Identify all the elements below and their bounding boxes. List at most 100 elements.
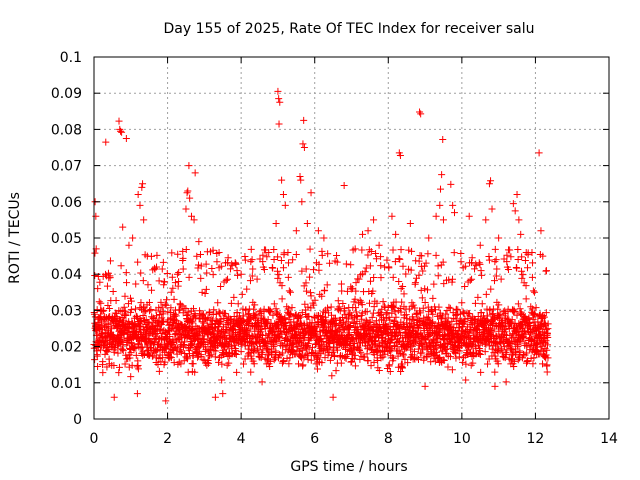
data-point xyxy=(308,343,316,351)
data-point xyxy=(109,287,117,295)
data-point xyxy=(173,270,181,278)
data-point xyxy=(352,279,360,287)
data-point xyxy=(136,323,144,331)
data-point xyxy=(182,304,190,312)
data-point xyxy=(266,306,274,314)
data-point xyxy=(444,363,452,371)
data-point xyxy=(248,256,256,264)
y-axis-label: ROTI / TECUs xyxy=(7,192,23,284)
data-point xyxy=(351,351,359,359)
data-point xyxy=(385,361,393,369)
data-point xyxy=(276,98,284,106)
data-point xyxy=(284,273,292,281)
data-point xyxy=(269,311,277,319)
data-point xyxy=(535,149,543,157)
data-point xyxy=(118,128,126,136)
data-point xyxy=(333,346,341,354)
data-point xyxy=(504,305,512,313)
data-point xyxy=(417,286,425,294)
data-point xyxy=(217,262,225,270)
data-point xyxy=(451,209,458,217)
data-point xyxy=(459,358,467,366)
data-point xyxy=(439,216,447,224)
data-point xyxy=(522,282,530,290)
data-point xyxy=(454,306,462,314)
data-point xyxy=(243,285,251,293)
data-point xyxy=(517,230,525,238)
data-point xyxy=(539,252,547,260)
data-point xyxy=(465,212,473,220)
data-point xyxy=(458,299,466,307)
data-point xyxy=(300,282,308,290)
data-point xyxy=(152,346,160,354)
data-point xyxy=(303,352,311,360)
data-point xyxy=(397,285,405,293)
data-point xyxy=(188,341,196,349)
data-point xyxy=(218,376,226,384)
data-point xyxy=(191,169,199,177)
data-point xyxy=(492,272,500,280)
data-point xyxy=(400,351,408,359)
data-point xyxy=(366,277,374,285)
data-point xyxy=(123,279,131,287)
data-point xyxy=(533,339,541,347)
data-point xyxy=(171,279,179,287)
data-point xyxy=(234,271,242,279)
data-point xyxy=(134,258,142,266)
data-point xyxy=(486,306,494,314)
data-point xyxy=(153,347,161,355)
data-point xyxy=(398,298,406,306)
x-tick-label: 6 xyxy=(310,431,319,447)
data-point xyxy=(409,301,417,309)
data-point xyxy=(99,307,107,315)
data-point xyxy=(490,277,498,285)
data-point xyxy=(223,259,231,267)
data-point xyxy=(492,256,500,264)
data-point xyxy=(435,303,443,311)
data-point xyxy=(380,302,388,310)
data-point xyxy=(462,360,470,368)
data-point xyxy=(122,312,130,320)
data-point xyxy=(513,264,521,272)
data-point xyxy=(472,262,480,270)
data-point xyxy=(450,249,458,257)
data-point xyxy=(424,286,432,294)
data-point xyxy=(298,267,306,275)
data-point xyxy=(170,359,178,367)
data-point xyxy=(161,278,169,286)
data-point xyxy=(370,358,378,366)
data-point xyxy=(333,258,341,266)
data-point xyxy=(416,108,424,116)
data-point xyxy=(126,354,134,362)
data-point xyxy=(144,350,152,358)
data-point xyxy=(174,250,182,258)
data-point xyxy=(337,359,345,367)
data-point xyxy=(211,393,219,401)
data-point xyxy=(391,308,399,316)
data-point xyxy=(215,248,223,256)
data-point xyxy=(333,252,341,260)
data-point xyxy=(396,255,404,263)
data-point xyxy=(326,259,334,267)
data-point xyxy=(232,346,240,354)
data-point xyxy=(300,116,308,124)
data-point xyxy=(132,305,140,313)
data-point xyxy=(100,306,108,314)
data-point xyxy=(121,307,129,315)
data-point xyxy=(516,349,524,357)
data-point xyxy=(249,265,257,273)
data-point xyxy=(484,360,492,368)
data-point xyxy=(258,350,266,358)
data-point xyxy=(392,330,400,338)
data-point xyxy=(260,305,268,313)
data-point xyxy=(364,251,372,259)
data-point xyxy=(514,300,522,308)
data-point xyxy=(542,267,550,275)
data-point xyxy=(137,344,145,352)
data-point xyxy=(497,275,505,283)
data-point xyxy=(170,295,178,303)
data-point xyxy=(523,349,531,357)
data-point xyxy=(404,359,412,367)
data-point xyxy=(182,245,190,253)
y-tick-label: 0.04 xyxy=(51,267,82,283)
